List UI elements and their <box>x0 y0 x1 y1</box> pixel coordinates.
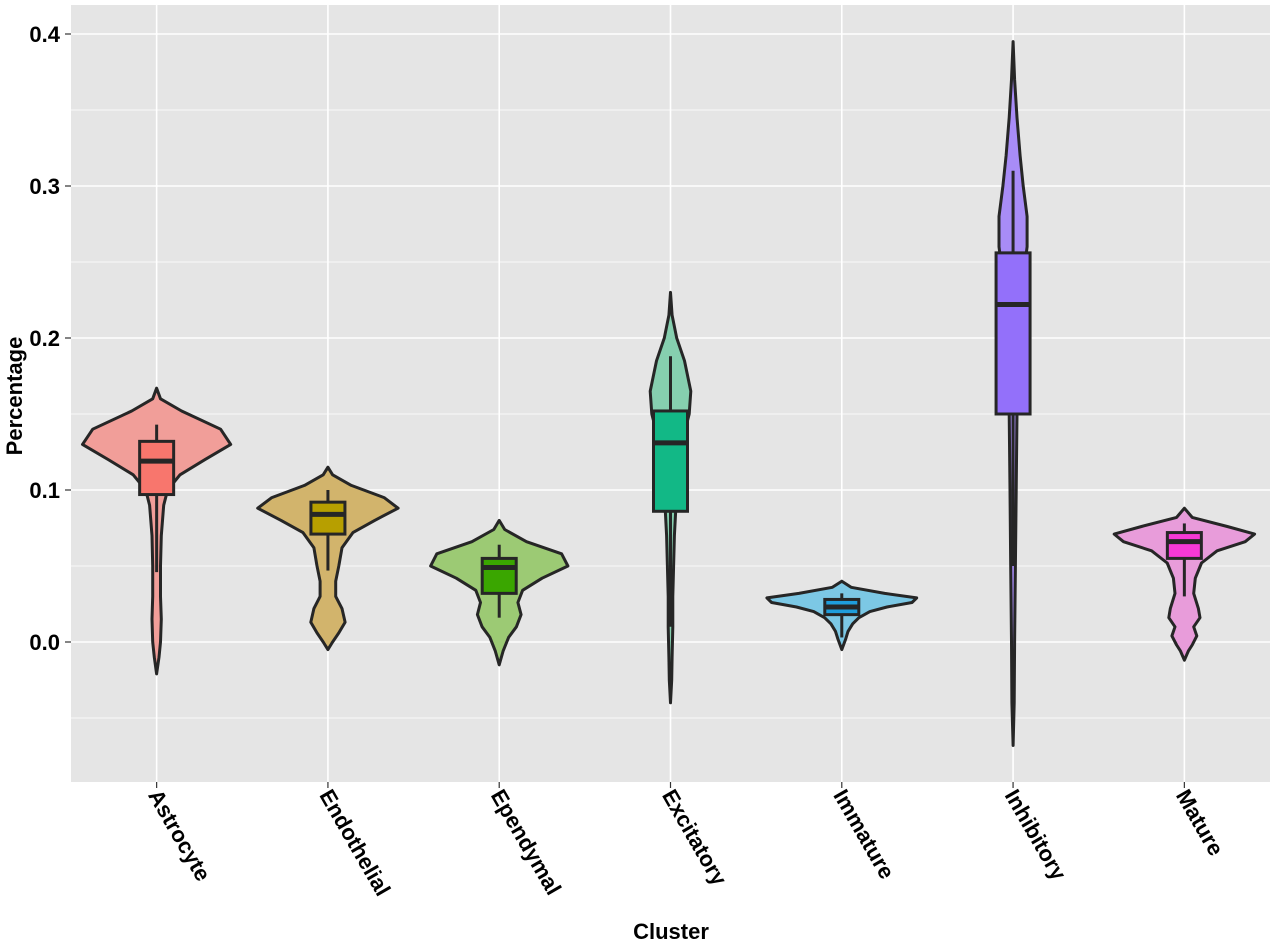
x-tick-label: Astrocyte <box>143 785 215 885</box>
x-tick-label: Mature <box>1171 785 1229 860</box>
box-ependymal <box>480 556 518 595</box>
box-mature <box>1165 531 1203 560</box>
y-axis-title: Percentage <box>2 337 27 456</box>
x-tick-label: Immature <box>828 785 899 883</box>
y-tick-label: 0.3 <box>29 174 60 199</box>
y-axis: 0.0 0.1 0.2 0.3 0.4 <box>29 22 71 655</box>
y-tick-label: 0.1 <box>29 478 60 503</box>
box-endothelial <box>309 500 347 536</box>
x-tick-label: Inhibitory <box>1000 785 1072 885</box>
x-axis: Astrocyte Endothelial Ependymal Excitatory I… <box>143 782 1229 900</box>
box-excitatory <box>652 409 689 513</box>
x-tick-label: Excitatory <box>657 785 732 890</box>
x-axis-title: Cluster <box>633 919 709 944</box>
violin-group-excitatory <box>648 290 693 705</box>
violins <box>81 40 1257 747</box>
box-astrocyte <box>138 439 176 497</box>
violin-group-mature <box>1112 506 1257 662</box>
y-tick-label: 0.2 <box>29 326 60 351</box>
x-tick-label: Endothelial <box>315 785 396 900</box>
violin-group-endothelial <box>256 465 400 652</box>
violin-group-immature <box>765 579 919 652</box>
violin-group-ependymal <box>429 518 570 667</box>
violin-group-inhibitory <box>994 40 1032 747</box>
y-tick-label: 0.4 <box>29 22 60 47</box>
y-tick-label: 0.0 <box>29 630 60 655</box>
violin-group-astrocyte <box>81 386 233 676</box>
box-inhibitory <box>994 251 1032 416</box>
x-tick-label: Ependymal <box>486 785 566 899</box>
